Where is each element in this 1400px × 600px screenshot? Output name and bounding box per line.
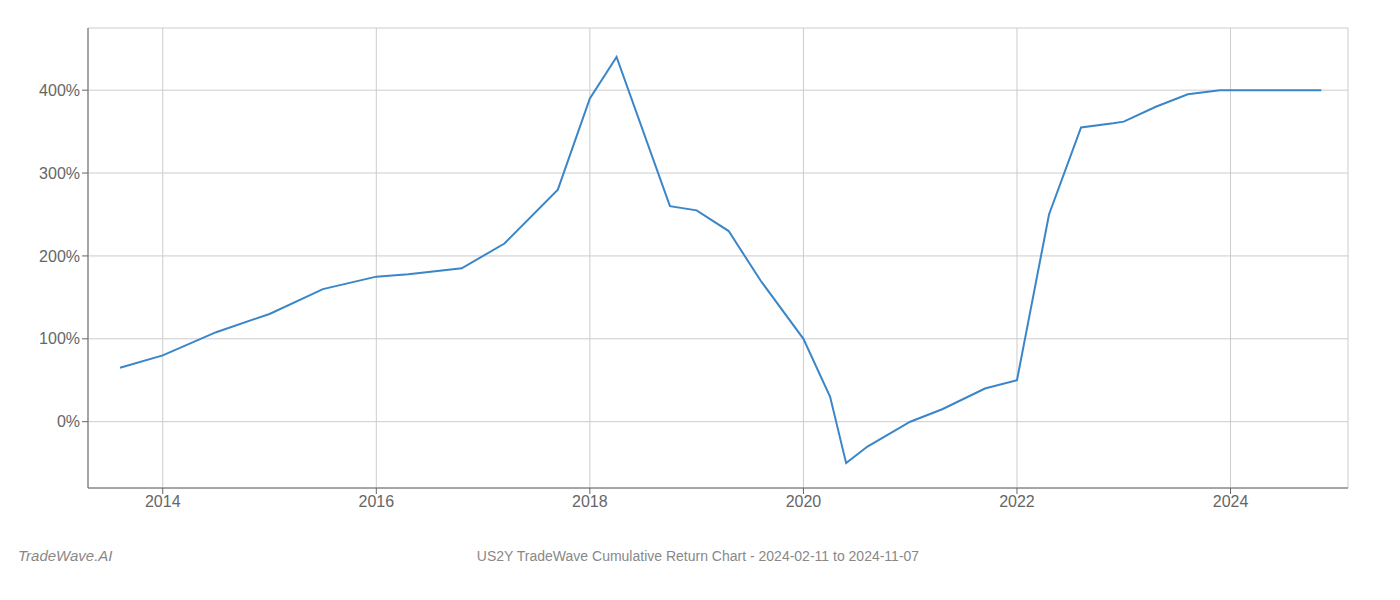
svg-text:2018: 2018 [572, 493, 608, 510]
svg-text:2024: 2024 [1213, 493, 1249, 510]
svg-text:2022: 2022 [999, 493, 1035, 510]
svg-text:0%: 0% [57, 413, 80, 430]
svg-text:300%: 300% [39, 165, 80, 182]
html-text:TradeWave.AI: TradeWave.AI [18, 547, 113, 564]
svg-text:2020: 2020 [786, 493, 822, 510]
svg-text:400%: 400% [39, 82, 80, 99]
svg-text:200%: 200% [39, 248, 80, 265]
html-text:US2Y TradeWave Cumulative Retu: US2Y TradeWave Cumulative Return Chart -… [476, 548, 920, 564]
svg-text:100%: 100% [39, 330, 80, 347]
svg-text:2014: 2014 [145, 493, 181, 510]
svg-text:2016: 2016 [359, 493, 395, 510]
